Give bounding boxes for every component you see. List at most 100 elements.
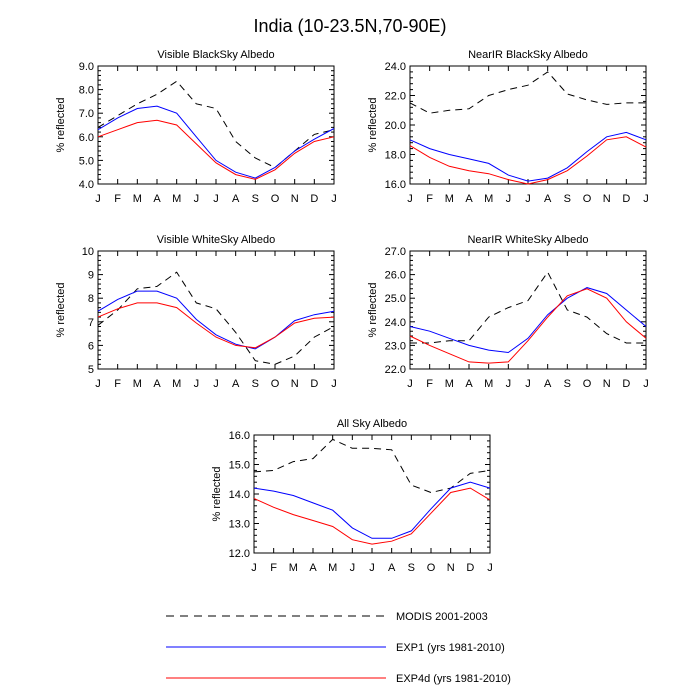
x-tick-label: J [194,378,200,390]
x-tick-label: J [251,562,257,574]
legend: MODIS 2001-2003 EXP1 (yrs 1981-2010) EXP4d… [166,611,511,685]
x-tick-label: M [445,378,454,390]
x-tick-label: J [643,378,649,390]
x-tick-label: F [114,193,121,205]
y-tick-label: 26.0 [385,270,406,282]
chart-panel: All Sky Albedo % reflected 12.0 13.0 14.0 15.… [211,418,493,574]
x-tick-label: A [465,378,473,390]
y-tick-label: 15.0 [229,460,250,472]
modis-line [410,271,646,344]
x-tick-label: J [331,378,337,390]
y-tick-label: 4.0 [79,179,94,191]
x-tick-label: N [603,378,611,390]
x-tick-label: D [622,193,630,205]
y-axis-label: % reflected [55,97,67,152]
x-tick-label: F [426,193,433,205]
x-tick-label: N [447,562,455,574]
x-tick-label: A [388,562,396,574]
x-tick-label: J [407,378,413,390]
y-tick-label: 5 [88,364,94,376]
x-tick-label: N [291,193,299,205]
x-tick-label: J [525,378,531,390]
x-tick-label: D [622,378,630,390]
exp1-line [409,131,647,182]
exp4d-line [409,288,647,364]
legend-label: MODIS 2001-2003 [396,611,488,623]
y-tick-label: 7.0 [79,108,94,120]
plot-frame [409,65,647,185]
y-tick-label: 6 [88,340,94,352]
x-tick-label: J [369,562,375,574]
chart-panel: Visible WhiteSky Albedo % reflected 5 6 7 8 9 1… [55,234,337,390]
exp4d-line [253,487,491,545]
figure-title: India (10-23.5N,70-90E) [253,16,446,36]
plot-frame [97,250,335,370]
x-tick-label: J [194,193,200,205]
y-tick-label: 23.0 [385,340,406,352]
x-tick-label: O [583,193,592,205]
x-tick-label: O [583,378,592,390]
x-tick-label: M [133,193,142,205]
x-tick-label: M [484,193,493,205]
x-tick-label: A [544,193,552,205]
modis-line [253,438,491,494]
x-tick-label: D [310,193,318,205]
x-tick-label: M [172,193,181,205]
x-tick-label: S [564,193,571,205]
y-tick-label: 9 [88,270,94,282]
x-tick-label: J [213,378,219,390]
y-tick-label: 6.0 [79,132,94,144]
y-tick-label: 12.0 [229,548,250,560]
y-tick-label: 25.0 [385,293,406,305]
plot-frame [97,65,335,185]
y-axis-label: % reflected [367,97,379,152]
x-tick-label: F [426,378,433,390]
x-tick-label: N [291,378,299,390]
modis-line [409,71,646,114]
y-tick-label: 27.0 [385,246,406,258]
x-tick-label: D [466,562,474,574]
x-tick-label: A [465,193,473,205]
x-tick-label: J [487,562,493,574]
x-tick-label: O [271,193,280,205]
x-tick-label: S [564,378,571,390]
y-tick-label: 5.0 [79,155,94,167]
exp1-line [97,290,335,350]
exp1-line [97,105,335,179]
y-tick-label: 24.0 [385,317,406,329]
y-tick-label: 22.0 [385,91,406,103]
y-tick-label: 8.0 [79,85,94,97]
legend-label: EXP1 (yrs 1981-2010) [396,642,505,654]
x-tick-label: A [232,193,240,205]
y-tick-label: 9.0 [79,61,94,73]
exp1-line [409,287,647,354]
x-tick-label: J [643,193,649,205]
y-tick-label: 16.0 [385,179,406,191]
x-tick-label: A [309,562,317,574]
modis-line [97,271,335,365]
y-axis-label: % reflected [55,282,67,337]
chart-panel: NearIR WhiteSky Albedo % reflected 22.0 23.… [367,234,649,390]
panel-title: All Sky Albedo [337,418,407,430]
x-tick-label: S [252,193,259,205]
y-tick-label: 24.0 [385,61,406,73]
exp4d-line [409,136,647,185]
y-axis-label: % reflected [367,282,379,337]
exp1-line [253,481,491,539]
y-axis-label: % reflected [211,466,223,521]
y-tick-label: 16.0 [229,430,250,442]
x-tick-label: D [310,378,318,390]
x-tick-label: M [289,562,298,574]
exp4d-line [97,302,335,349]
y-tick-label: 8 [88,293,94,305]
x-tick-label: J [350,562,356,574]
x-tick-label: N [603,193,611,205]
chart-panel: Visible BlackSky Albedo % reflected 4.0 5.0… [55,49,337,205]
x-tick-label: J [95,193,101,205]
y-tick-label: 7 [88,317,94,329]
x-tick-label: A [232,378,240,390]
y-tick-label: 18.0 [385,150,406,162]
x-tick-label: J [407,193,413,205]
y-tick-label: 13.0 [229,519,250,531]
y-tick-label: 22.0 [385,364,406,376]
